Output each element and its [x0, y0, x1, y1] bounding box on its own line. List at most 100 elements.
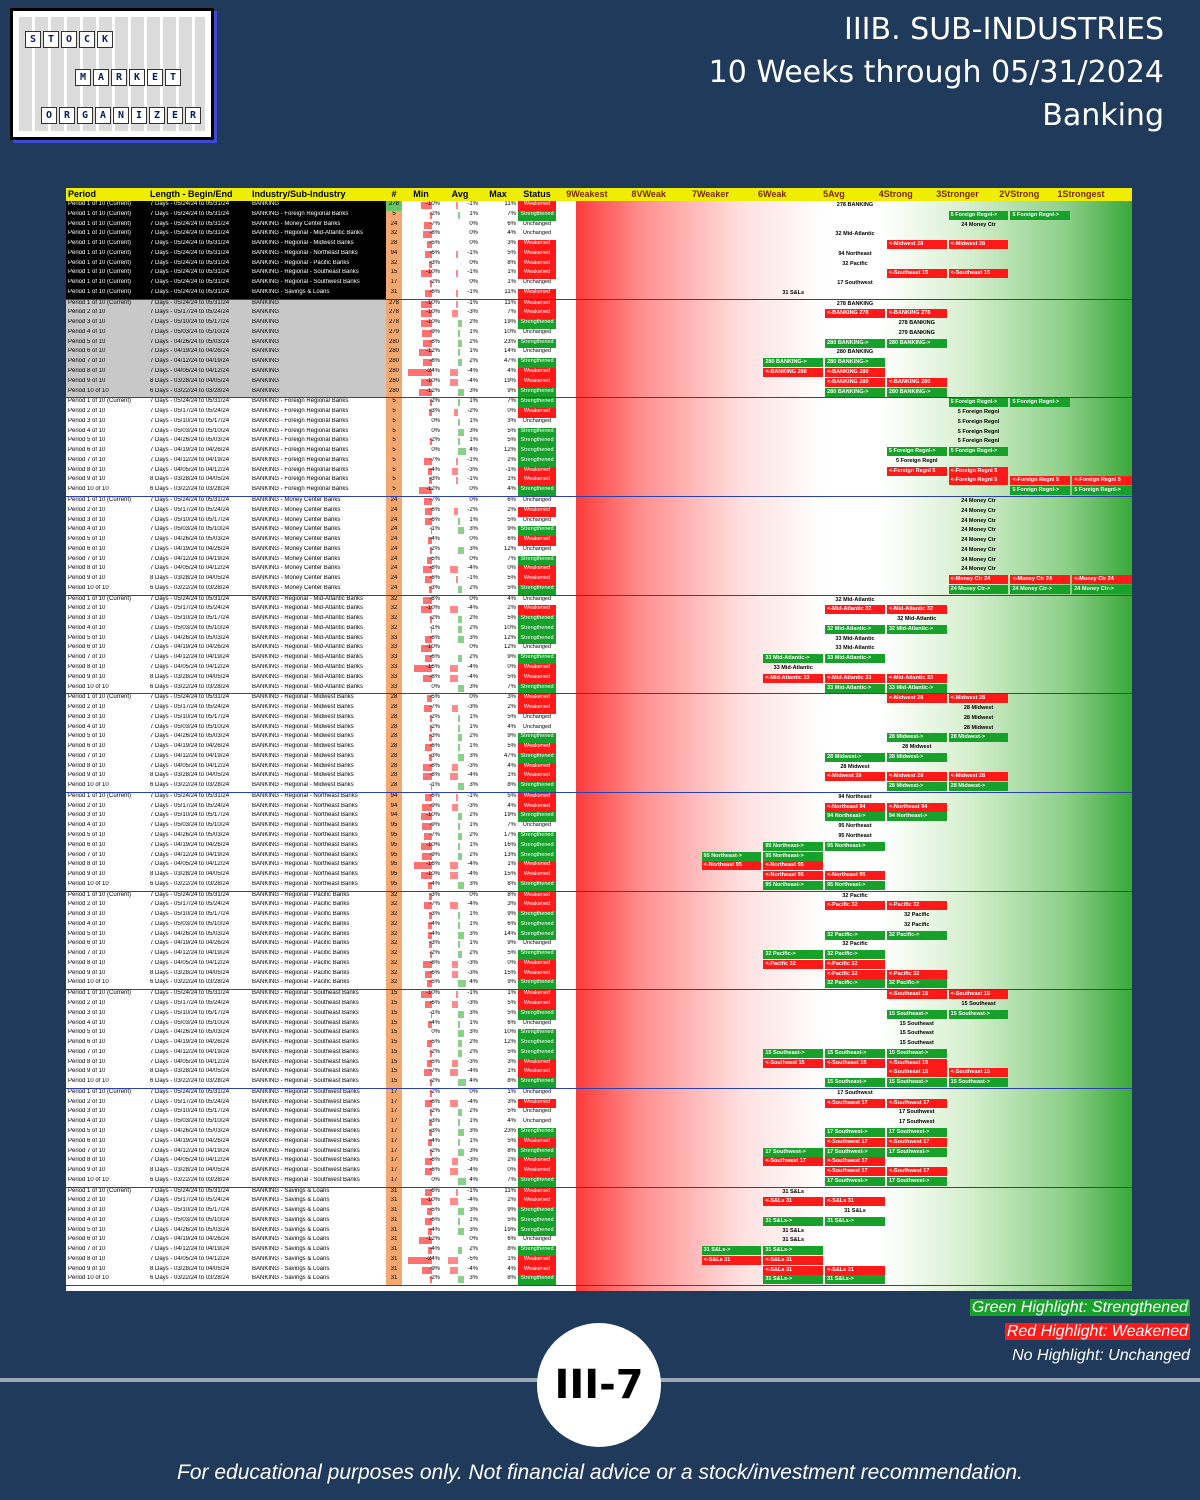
min-bar	[428, 912, 432, 920]
length-cell: 7 Days - 05/17/24 to 05/24/24	[150, 1197, 252, 1207]
avg-bar	[452, 970, 458, 978]
strength-marker: 17 Southwest	[899, 1109, 935, 1116]
max-cell-text: 4%	[507, 802, 516, 809]
strength-marker: <-BANKING 280	[825, 368, 885, 378]
min-cell: -8%	[402, 674, 442, 684]
status-cell: Weakened	[518, 891, 556, 902]
table-row: Period 9 of 10 8 Days - 03/28/24 to 04/05…	[66, 1068, 1132, 1079]
min-bar	[422, 823, 432, 831]
period-cell-text: Period 9 of 10	[68, 1068, 106, 1075]
count-cell-text: 95	[390, 861, 398, 868]
status-cell-text: Strengthened	[520, 832, 554, 838]
status-cell-text: Weakened	[523, 704, 551, 711]
period-cell: Period 2 of 10	[66, 704, 150, 714]
status-cell: Weakened	[518, 466, 556, 477]
avg-cell: 1%	[442, 743, 480, 753]
table-row: Period 5 of 10 7 Days - 04/26/24 to 05/03…	[66, 1029, 1132, 1040]
max-cell-text: 6%	[507, 1236, 516, 1243]
status-cell: Weakened	[518, 871, 556, 881]
strength-marker: <-Southeast 15	[763, 1058, 824, 1068]
table-row: Period 9 of 10 8 Days - 03/28/24 to 04/05…	[66, 476, 1132, 487]
max-cell: 0%	[480, 1167, 518, 1177]
avg-bar	[458, 1208, 464, 1216]
count-cell-text: 94	[390, 792, 398, 799]
period-cell-text: Period 8 of 10	[68, 466, 106, 473]
max-cell: 9%	[480, 940, 518, 950]
period-cell-text: Period 8 of 10	[68, 762, 106, 769]
max-cell: 6%	[480, 1236, 518, 1246]
industry-cell-text: BANKING - Regional - Pacific Banks	[252, 969, 350, 976]
table-row: Period 3 of 10 7 Days - 05/10/24 to 05/17…	[66, 1207, 1132, 1217]
avg-cell: -1%	[442, 201, 480, 211]
period-cell: Period 4 of 10	[66, 921, 150, 931]
period-cell: Period 8 of 10	[66, 861, 150, 871]
strength-marker: 17 Southwest	[837, 280, 873, 287]
min-bar	[427, 921, 432, 929]
status-cell-text: Strengthened	[520, 1029, 554, 1036]
min-cell-text: -3%	[429, 911, 440, 918]
max-cell: 9%	[480, 526, 518, 536]
avg-cell-text: -1%	[467, 1187, 478, 1194]
industry-cell: BANKING - Regional - Northeast Banks	[252, 822, 386, 832]
avg-cell-text: 2%	[469, 812, 478, 819]
table-group: Period 1 of 10 (Current) 7 Days - 05/24/2…	[66, 1088, 1132, 1188]
strength-marker: <-S&Ls 31	[763, 1197, 824, 1207]
table-row: Period 10 of 10 6 Days - 03/22/24 to 03/2…	[66, 979, 1132, 990]
strength-marker: <-Pacific 32	[825, 901, 885, 911]
period-cell: Period 1 of 10 (Current)	[66, 279, 150, 289]
avg-bar	[458, 1276, 464, 1284]
scale-header-7: 2VStrong	[988, 188, 1051, 201]
period-cell: Period 5 of 10	[66, 931, 150, 941]
period-cell-text: Period 7 of 10	[68, 358, 106, 365]
avg-cell: -3%	[442, 1157, 480, 1167]
table-row: Period 2 of 10 7 Days - 05/17/24 to 05/24…	[66, 901, 1132, 912]
count-cell: 280	[386, 338, 402, 349]
avg-bar	[450, 369, 458, 377]
industry-cell: BANKING - Regional - Midwest Banks	[252, 772, 386, 782]
industry-cell-text: BANKING	[252, 328, 280, 335]
period-cell: Period 4 of 10	[66, 328, 150, 339]
count-cell-text: 28	[390, 694, 398, 701]
strength-marker: 15 Southeast	[899, 1030, 934, 1037]
count-cell-text: 278	[388, 201, 399, 207]
min-cell: -6%	[402, 289, 442, 299]
length-cell: 7 Days - 05/10/24 to 05/17/24	[150, 714, 252, 724]
length-cell-text: 7 Days - 04/19/24 to 04/26/24	[150, 1039, 230, 1046]
period-cell: Period 5 of 10	[66, 437, 150, 447]
legend-strengthened: Green Highlight: Strengthened	[969, 1299, 1190, 1316]
count-cell-text: 31	[390, 1265, 398, 1272]
count-cell: 32	[386, 911, 402, 921]
count-cell: 31	[386, 1246, 402, 1256]
period-cell: Period 1 of 10 (Current)	[66, 596, 150, 606]
period-cell: Period 9 of 10	[66, 1266, 150, 1276]
length-cell: 6 Days - 03/22/24 to 03/28/24	[150, 684, 252, 694]
length-cell: 8 Days - 03/28/24 to 04/05/24	[150, 377, 252, 388]
max-cell-text: 8%	[507, 1275, 516, 1282]
count-cell: 32	[386, 950, 402, 960]
count-cell: 15	[386, 1078, 402, 1088]
logo-letter: R	[185, 107, 201, 124]
count-cell-text: 24	[390, 565, 398, 572]
status-cell: Strengthened	[518, 1216, 556, 1227]
period-cell: Period 1 of 10 (Current)	[66, 299, 150, 310]
avg-cell-text: 0%	[469, 1236, 478, 1243]
min-bar	[426, 980, 432, 988]
industry-cell-text: BANKING - Regional - Mid-Atlantic Banks	[252, 654, 364, 661]
min-cell: -4%	[402, 881, 442, 891]
length-cell: 7 Days - 05/10/24 to 05/17/24	[150, 418, 252, 428]
max-cell: 1%	[480, 269, 518, 279]
table-row: Period 4 of 10 7 Days - 05/03/24 to 05/10…	[66, 822, 1132, 832]
max-cell-text: 5%	[507, 792, 516, 799]
min-cell: -10%	[402, 644, 442, 654]
period-cell-text: Period 6 of 10	[68, 940, 106, 947]
max-cell-text: 5%	[507, 1000, 516, 1007]
length-cell: 7 Days - 04/05/24 to 04/12/24	[150, 664, 252, 674]
min-cell-text: -2%	[429, 210, 440, 217]
length-cell-text: 7 Days - 04/12/24 to 04/19/24	[150, 358, 230, 365]
status-cell-text: Unchanged	[522, 348, 552, 355]
max-cell-text: 4%	[507, 762, 516, 769]
industry-cell-text: BANKING - Regional - Mid-Atlantic Banks	[252, 663, 364, 670]
strength-marker: 24 Money Ctr	[961, 221, 996, 228]
period-cell: Period 4 of 10	[66, 625, 150, 635]
avg-cell: 2%	[442, 654, 480, 664]
